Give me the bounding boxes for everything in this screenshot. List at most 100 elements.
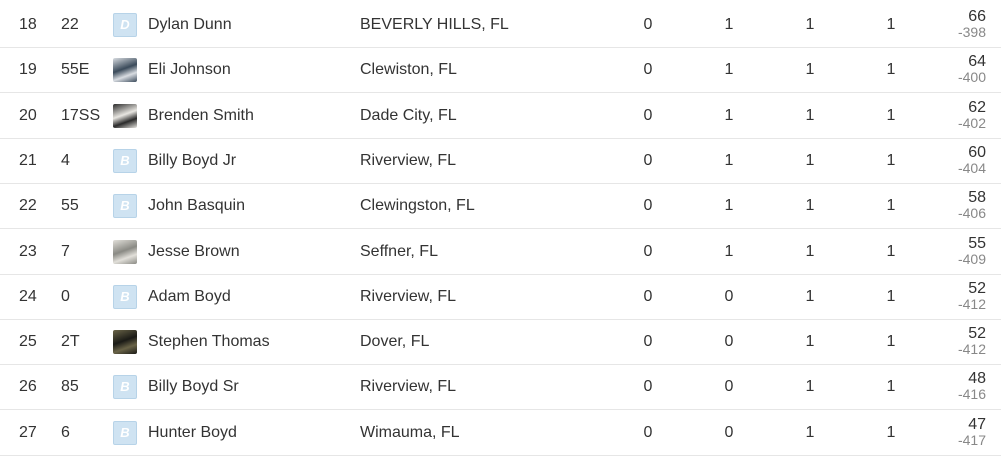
points-cell: 48 -416 (958, 365, 986, 409)
table-row[interactable]: 25 2T Stephen Thomas Dover, FL 0 0 1 1 52 -412 (0, 320, 1001, 366)
stat-cell: 0 (643, 423, 653, 441)
table-row[interactable]: 22 55 B John Basquin Clewingston, FL 0 1 1 1 58 -4… (0, 184, 1001, 230)
stat-cell: 1 (886, 378, 896, 396)
stat-cell: 1 (724, 61, 734, 79)
points-behind: -404 (957, 159, 986, 176)
car-number-cell: 17SS (61, 106, 101, 124)
position-cell: 22 (19, 197, 37, 215)
stat-cell: 0 (724, 287, 734, 305)
position-cell: 24 (19, 287, 37, 305)
points-behind: -416 (957, 386, 986, 403)
car-number-cell: 2T (61, 333, 80, 351)
stat-cell: 1 (886, 197, 896, 215)
table-row[interactable]: 23 7 Jesse Brown Seffner, FL 0 1 1 1 55 -409 (0, 230, 1001, 275)
hometown-cell: BEVERLY HILLS, FL (360, 16, 509, 33)
points-value: 52 (968, 279, 986, 297)
points-behind: -409 (957, 250, 986, 267)
stat-cell: 0 (643, 151, 653, 169)
avatar-letter: B (120, 152, 130, 168)
points-behind: -398 (957, 24, 986, 40)
driver-name-link[interactable]: Hunter Boyd (148, 423, 237, 441)
points-behind: -412 (957, 341, 986, 358)
stat-cell: 0 (643, 61, 653, 79)
hometown-cell: Dade City, FL (360, 106, 457, 124)
car-number-cell: 85 (61, 378, 79, 396)
stat-cell: 1 (805, 16, 815, 33)
hometown-cell: Dover, FL (360, 333, 430, 351)
driver-name-link[interactable]: Dylan Dunn (148, 16, 232, 33)
points-cell: 64 -400 (958, 48, 986, 92)
avatar: B (113, 194, 137, 219)
points-behind: -400 (957, 69, 986, 86)
table-row[interactable]: 19 55E Eli Johnson Clewiston, FL 0 1 1 1 64 -400 (0, 48, 1001, 94)
stat-cell: 0 (643, 333, 653, 351)
hometown-cell: Seffner, FL (360, 242, 438, 260)
table-row[interactable]: 24 0 B Adam Boyd Riverview, FL 0 0 1 1 52 -412 (0, 275, 1001, 320)
stat-cell: 1 (724, 242, 734, 260)
stat-cell: 0 (724, 423, 734, 441)
stat-cell: 1 (805, 151, 815, 169)
stat-cell: 0 (724, 378, 734, 396)
points-value: 47 (968, 415, 986, 433)
hometown-cell: Clewingston, FL (360, 197, 475, 215)
points-value: 64 (968, 53, 986, 71)
points-value: 60 (968, 143, 986, 161)
driver-name-link[interactable]: Adam Boyd (148, 287, 231, 305)
stat-cell: 1 (886, 242, 896, 260)
stat-cell: 1 (886, 106, 896, 124)
car-photo-icon (113, 330, 137, 355)
stat-cell: 1 (886, 423, 896, 441)
car-number-cell: 55E (61, 61, 90, 79)
stat-cell: 1 (724, 151, 734, 169)
points-cell: 52 -412 (958, 275, 986, 319)
avatar-letter: B (120, 424, 130, 440)
car-number-cell: 22 (61, 16, 79, 33)
stat-cell: 1 (724, 197, 734, 215)
stat-cell: 1 (805, 378, 815, 396)
car-number-cell: 6 (61, 423, 70, 441)
points-cell: 66 -398 (958, 3, 986, 47)
avatar-letter: B (120, 288, 130, 304)
position-cell: 21 (19, 151, 37, 169)
stat-cell: 1 (724, 16, 734, 33)
avatar-letter: B (120, 198, 130, 214)
table-row[interactable]: 18 22 D Dylan Dunn BEVERLY HILLS, FL 0 1 1 1 66 -3… (0, 3, 1001, 48)
hometown-cell: Riverview, FL (360, 151, 457, 169)
table-row[interactable]: 27 6 B Hunter Boyd Wimauma, FL 0 0 1 1 47 -417 (0, 411, 1001, 456)
position-cell: 25 (19, 333, 37, 351)
points-cell: 60 -404 (958, 139, 986, 183)
table-row[interactable]: 26 85 B Billy Boyd Sr Riverview, FL 0 0 1 1 48 -41… (0, 365, 1001, 411)
car-number-cell: 4 (61, 151, 70, 169)
stat-cell: 1 (724, 106, 734, 124)
hometown-cell: Clewiston, FL (360, 61, 457, 79)
points-value: 62 (968, 98, 986, 116)
stat-cell: 0 (643, 378, 653, 396)
avatar: D (113, 13, 137, 37)
driver-name-link[interactable]: Stephen Thomas (148, 333, 270, 351)
car-photo-icon (113, 58, 137, 83)
points-value: 66 (968, 8, 986, 25)
hometown-cell: Wimauma, FL (360, 423, 460, 441)
stat-cell: 1 (805, 287, 815, 305)
points-behind: -402 (957, 114, 986, 131)
stat-cell: 1 (805, 423, 815, 441)
stat-cell: 0 (643, 242, 653, 260)
driver-name-link[interactable]: Billy Boyd Jr (148, 151, 237, 169)
driver-name-link[interactable]: Billy Boyd Sr (148, 378, 239, 396)
table-row[interactable]: 21 4 B Billy Boyd Jr Riverview, FL 0 1 1 1 60 -404 (0, 139, 1001, 184)
driver-name-link[interactable]: Eli Johnson (148, 61, 231, 79)
avatar: B (113, 284, 137, 309)
avatar: B (113, 375, 137, 400)
stat-cell: 1 (805, 106, 815, 124)
car-photo-icon (113, 239, 137, 264)
points-value: 52 (968, 325, 986, 343)
stat-cell: 1 (886, 16, 896, 33)
table-row[interactable]: 20 17SS Brenden Smith Dade City, FL 0 1 1 1 62 -4… (0, 94, 1001, 139)
stat-cell: 1 (886, 61, 896, 79)
stat-cell: 1 (805, 333, 815, 351)
driver-name-link[interactable]: Brenden Smith (148, 106, 254, 124)
stat-cell: 0 (643, 106, 653, 124)
driver-name-link[interactable]: John Basquin (148, 197, 245, 215)
driver-name-link[interactable]: Jesse Brown (148, 242, 240, 260)
